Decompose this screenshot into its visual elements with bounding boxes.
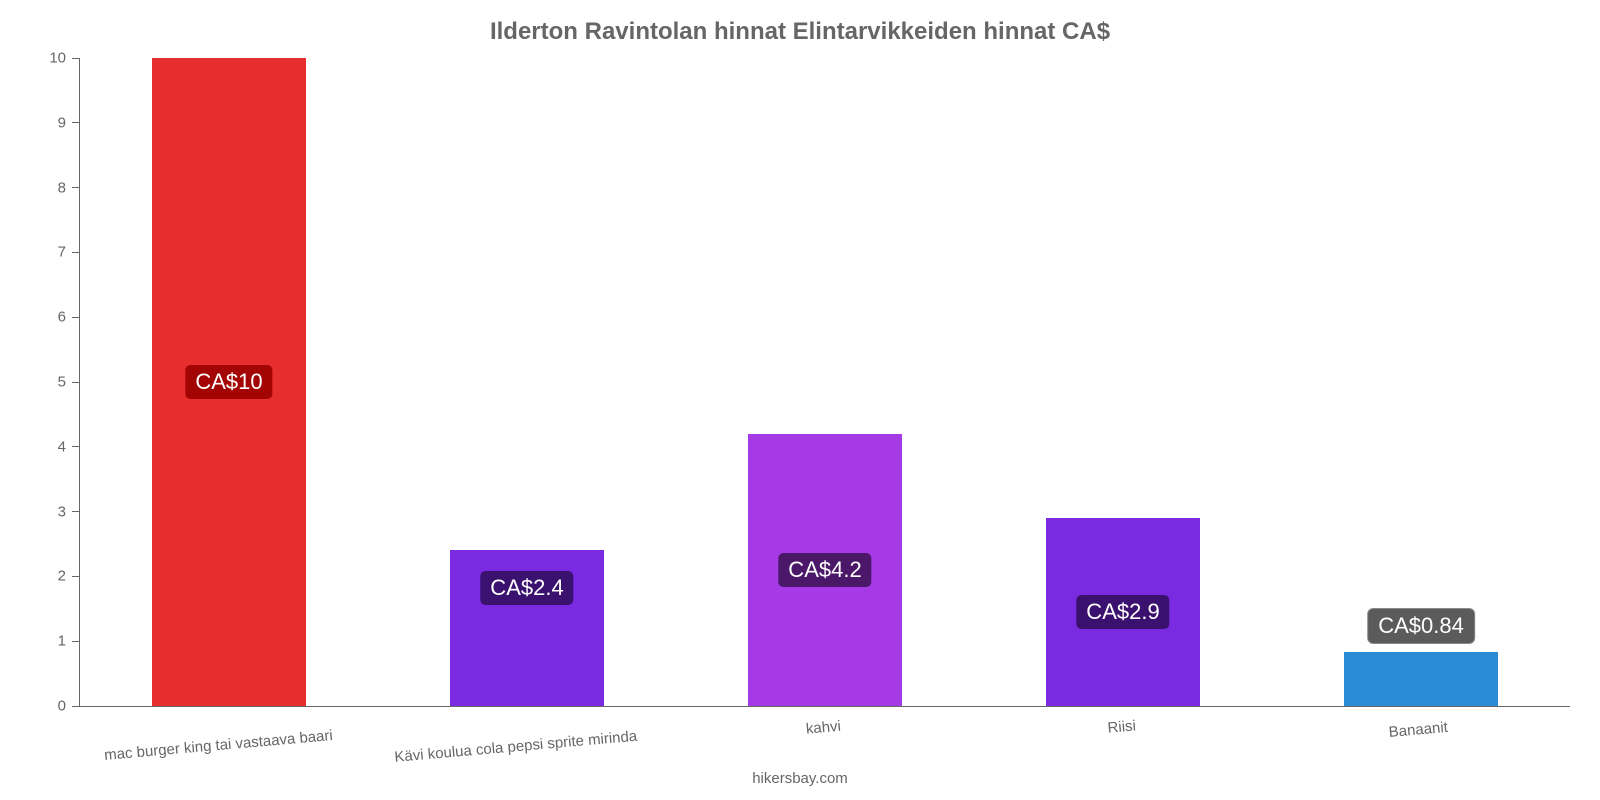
y-axis-tick-label: 0 bbox=[58, 698, 66, 715]
y-axis-tick bbox=[72, 446, 80, 447]
y-axis-tick-label: 10 bbox=[49, 50, 66, 67]
bar-value-label: CA$10 bbox=[184, 364, 273, 400]
y-axis-tick bbox=[72, 252, 80, 253]
y-axis-tick-label: 3 bbox=[58, 503, 66, 520]
y-axis-tick bbox=[72, 317, 80, 318]
bar-value-label: CA$0.84 bbox=[1367, 608, 1475, 644]
y-axis-tick bbox=[72, 641, 80, 642]
bar-value-label: CA$2.4 bbox=[479, 570, 574, 606]
chart-title: Ilderton Ravintolan hinnat Elintarvikkei… bbox=[0, 18, 1600, 46]
chart-credit: hikersbay.com bbox=[752, 770, 848, 787]
y-axis-tick-label: 1 bbox=[58, 633, 66, 650]
y-axis-tick bbox=[72, 187, 80, 188]
x-axis-category-label: Kävi koulua cola pepsi sprite mirinda bbox=[394, 728, 638, 766]
y-axis-tick-label: 6 bbox=[58, 309, 66, 326]
y-axis-tick bbox=[72, 511, 80, 512]
y-axis-tick-label: 7 bbox=[58, 244, 66, 261]
y-axis-tick-label: 4 bbox=[58, 438, 66, 455]
y-axis-tick-label: 5 bbox=[58, 374, 66, 391]
bar-value-label: CA$4.2 bbox=[777, 552, 872, 588]
x-axis-category-label: kahvi bbox=[805, 718, 841, 738]
y-axis-tick bbox=[72, 122, 80, 123]
y-axis-tick-label: 2 bbox=[58, 568, 66, 585]
x-axis-category-label: Banaanit bbox=[1388, 719, 1448, 741]
y-axis-tick bbox=[72, 382, 80, 383]
bar-value-label: CA$2.9 bbox=[1075, 594, 1170, 630]
y-axis-tick bbox=[72, 58, 80, 59]
x-axis-category-label: Riisi bbox=[1107, 717, 1137, 736]
y-axis-tick bbox=[72, 706, 80, 707]
x-axis-category-label: mac burger king tai vastaava baari bbox=[103, 727, 333, 764]
y-axis-tick-label: 9 bbox=[58, 114, 66, 131]
x-axis-line bbox=[80, 706, 1570, 707]
bar bbox=[1344, 652, 1499, 706]
y-axis-tick bbox=[72, 576, 80, 577]
plot-area: 012345678910CA$10CA$2.4CA$4.2CA$2.9CA$0.… bbox=[80, 58, 1570, 706]
y-axis-tick-label: 8 bbox=[58, 179, 66, 196]
